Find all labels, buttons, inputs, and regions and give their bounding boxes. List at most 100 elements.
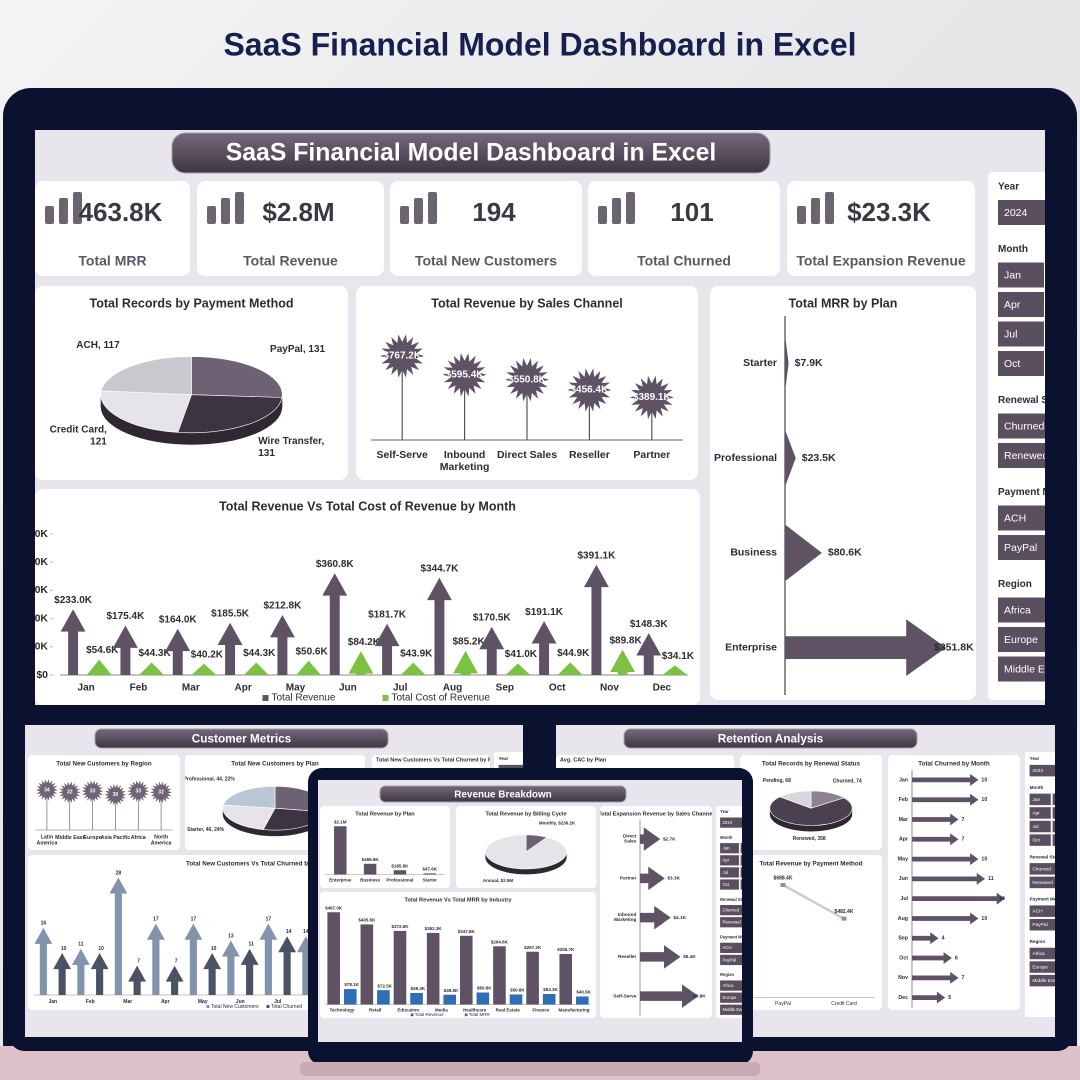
slicer-item[interactable]: Middle East — [1032, 978, 1058, 984]
slicer-button[interactable] — [720, 954, 749, 966]
slicer-button[interactable] — [1029, 947, 1062, 960]
slicer-button[interactable] — [740, 855, 760, 866]
slicer-button[interactable] — [1029, 974, 1062, 987]
slicer-button[interactable] — [720, 855, 739, 866]
slicer-item[interactable]: ACH — [723, 945, 732, 950]
slicer-item[interactable]: Apr — [1032, 810, 1040, 816]
slicer-item[interactable]: Churned — [1004, 420, 1044, 432]
slicer-button[interactable] — [740, 843, 760, 854]
slicer-item[interactable]: Africa — [723, 983, 735, 988]
slicer-item[interactable]: Oct — [723, 882, 730, 887]
slicer-button[interactable] — [998, 292, 1044, 317]
bar — [542, 993, 556, 1005]
kpi-label: Total New Customers — [415, 253, 557, 269]
arrow-bar — [785, 524, 822, 582]
slicer-button[interactable] — [1052, 793, 1074, 806]
slicer-item[interactable]: 2024 — [1004, 207, 1028, 219]
slicer-button[interactable] — [720, 905, 749, 916]
line-marker — [780, 883, 786, 887]
slicer-button[interactable] — [720, 867, 739, 878]
slicer-button[interactable] — [720, 942, 749, 953]
category-label: Jul — [274, 999, 282, 1005]
value-label: 30 — [113, 792, 119, 798]
slicer-item[interactable]: Apr — [723, 858, 730, 863]
slicer-item[interactable]: Renewed — [1032, 880, 1053, 886]
arrow-bar — [912, 793, 979, 806]
slicer-item[interactable]: Oct — [1004, 358, 1020, 370]
slicer-button[interactable] — [720, 843, 739, 854]
slicer-button[interactable] — [998, 656, 1068, 682]
slicer-button[interactable] — [998, 262, 1044, 288]
slicer-item[interactable]: Churned — [1032, 866, 1051, 872]
slicer-button[interactable] — [720, 817, 749, 828]
slicer-button[interactable] — [1029, 918, 1062, 931]
slicer-button[interactable] — [998, 200, 1068, 225]
slicer-button[interactable] — [740, 867, 760, 878]
slicer-button[interactable] — [720, 1004, 749, 1015]
slicer-button[interactable] — [1029, 863, 1062, 875]
slicer-button[interactable] — [998, 505, 1068, 531]
slicer-button[interactable] — [720, 879, 739, 890]
slicer-item[interactable]: Jul — [723, 870, 729, 875]
slicer-item[interactable]: Africa — [1004, 604, 1031, 616]
slicer-button[interactable] — [998, 597, 1068, 623]
value-label: $50.6K — [295, 646, 328, 657]
legend-label: Total Revenue — [415, 1012, 444, 1017]
slicer-button[interactable] — [1052, 807, 1074, 819]
slicer-button[interactable] — [1029, 807, 1051, 819]
slicer-item[interactable]: Europe — [1032, 965, 1048, 971]
slicer-button[interactable] — [1029, 961, 1062, 973]
slicer-item[interactable]: PayPal — [1032, 922, 1047, 928]
slicer-button[interactable] — [998, 413, 1068, 439]
slicer-item[interactable]: 2024 — [723, 820, 733, 825]
kpi-label: Total Expansion Revenue — [796, 253, 966, 269]
slicer-button[interactable] — [1029, 834, 1051, 846]
slicer-item[interactable]: 2024 — [1032, 768, 1043, 774]
slicer-button[interactable] — [998, 443, 1068, 468]
slicer-button[interactable] — [998, 627, 1068, 652]
slicer-button[interactable] — [720, 992, 749, 1003]
slicer-item[interactable]: Africa — [1032, 951, 1045, 957]
slicer-button[interactable] — [1029, 793, 1051, 806]
slicer-button[interactable] — [720, 980, 749, 991]
chart-title: Total Revenue by Plan — [355, 812, 415, 818]
slicer-item[interactable]: Jul — [1032, 824, 1038, 830]
slicer-button[interactable] — [1052, 834, 1074, 846]
slicer-button[interactable] — [1029, 820, 1051, 833]
slicer-item[interactable]: PayPal — [723, 957, 737, 962]
chart: Total Revenue Vs Total MRR by Industry $4… — [325, 898, 591, 1017]
slicer-button[interactable] — [1029, 876, 1062, 889]
slicer-item[interactable]: Jan — [723, 846, 731, 851]
slicer-item[interactable]: ACH — [1032, 909, 1043, 915]
category-label: Feb — [899, 797, 908, 803]
slicer-item[interactable]: Middle East — [1004, 663, 1059, 675]
slicer-item[interactable]: Europe — [723, 995, 737, 1000]
slicer-item[interactable]: PayPal — [1004, 542, 1037, 554]
slicer-item[interactable]: Renewed — [723, 920, 742, 925]
slicer-button[interactable] — [998, 535, 1068, 560]
slicer-item[interactable]: Jan — [1004, 269, 1021, 281]
slicer-item[interactable]: Oct — [1032, 838, 1040, 844]
slicer-item[interactable]: Jan — [1032, 797, 1040, 803]
slicer-item[interactable]: Renewed — [1004, 450, 1049, 462]
icon-part — [221, 198, 230, 224]
starburst — [104, 783, 127, 806]
slicer-item[interactable]: ACH — [1004, 512, 1026, 524]
slicer-item[interactable]: Jul — [1004, 328, 1017, 340]
slicer-button[interactable] — [720, 917, 749, 928]
slicer-button[interactable] — [998, 321, 1044, 347]
slicer-button[interactable] — [740, 879, 760, 890]
value-label: $688.4K — [774, 875, 793, 881]
slicer-button[interactable] — [1029, 764, 1062, 777]
text-line: Marketing — [614, 917, 636, 923]
value-label: $5.4K — [683, 954, 696, 960]
slicer-item[interactable]: Middle East — [723, 1007, 746, 1012]
slicer-item[interactable]: Europe — [1004, 634, 1038, 646]
slicer-item[interactable]: Apr — [1004, 299, 1021, 311]
bar — [363, 863, 377, 875]
slicer-button[interactable] — [998, 351, 1044, 376]
value-label: 32 — [158, 790, 164, 796]
slicer-button[interactable] — [1052, 820, 1074, 833]
slicer-button[interactable] — [1029, 905, 1062, 917]
slicer-item[interactable]: Churned — [723, 907, 740, 912]
